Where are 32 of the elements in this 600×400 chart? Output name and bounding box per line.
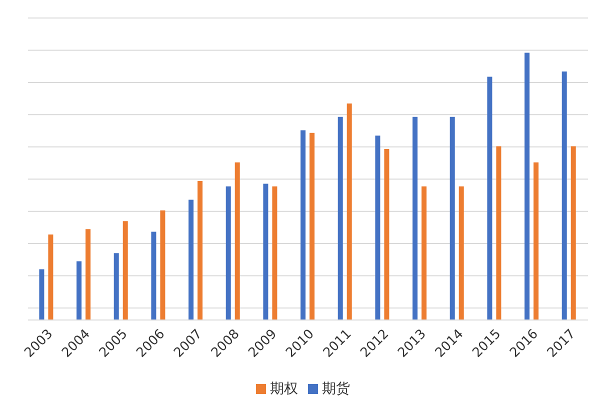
bar (300, 130, 306, 320)
bar (450, 116, 455, 320)
bar (188, 200, 194, 320)
bar (151, 232, 156, 320)
bar (234, 162, 240, 320)
bar (226, 186, 231, 320)
bar (346, 104, 352, 320)
bar (524, 52, 530, 320)
bar (114, 253, 119, 320)
bar (122, 221, 128, 320)
bar (160, 210, 166, 320)
bar (310, 132, 315, 320)
bar (496, 146, 502, 320)
bar (458, 186, 464, 320)
bar (263, 184, 268, 320)
bar (570, 146, 576, 320)
bar (534, 162, 539, 320)
bar (48, 234, 54, 320)
bar (422, 186, 427, 320)
bar (487, 76, 492, 320)
bar (86, 229, 91, 320)
bar (76, 261, 82, 320)
bar (272, 186, 278, 320)
bar (375, 136, 380, 320)
bar (562, 71, 567, 320)
legend-label: 期货 (322, 381, 350, 397)
bar (384, 148, 390, 320)
bar (39, 269, 44, 320)
bar (198, 181, 203, 320)
bar (338, 116, 343, 320)
legend-label: 期权 (270, 381, 298, 397)
bar (412, 116, 418, 320)
